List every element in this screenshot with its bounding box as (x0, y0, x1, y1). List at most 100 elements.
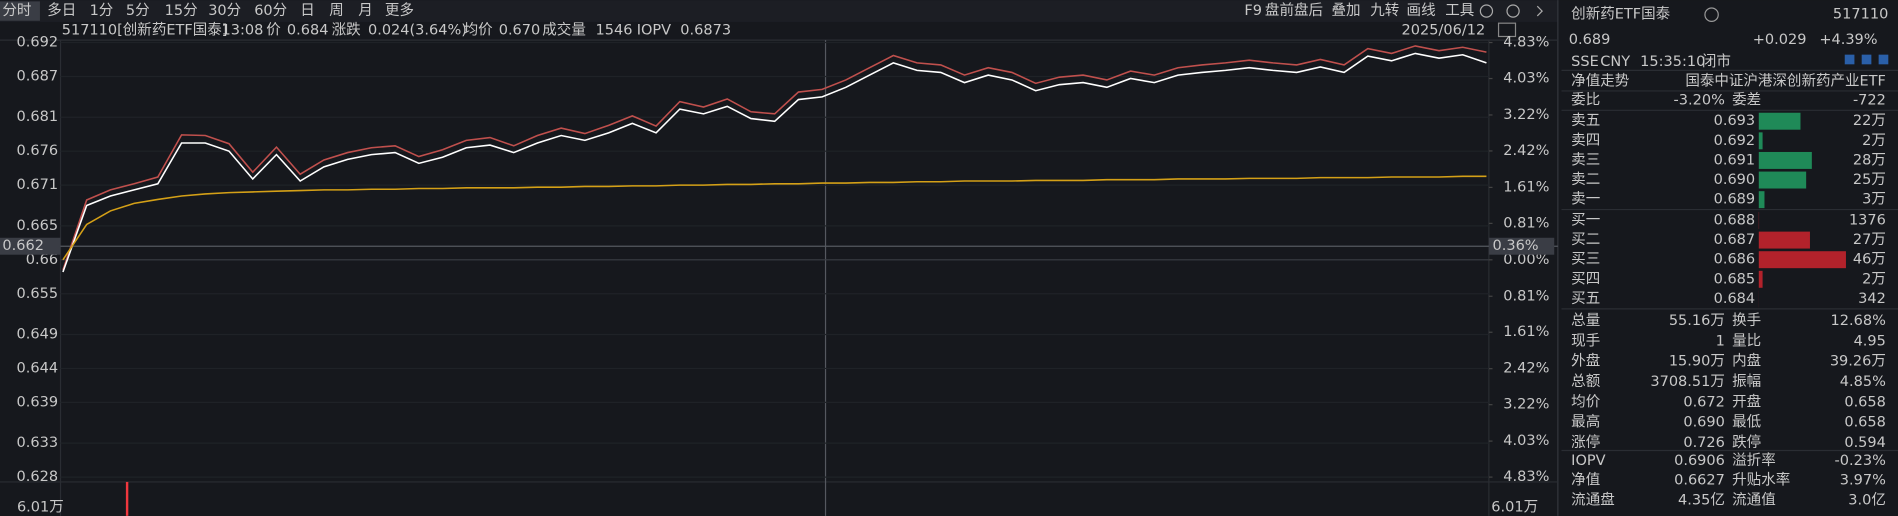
icon[interactable] (1844, 54, 1855, 65)
stat-label: 最高 (1571, 414, 1600, 431)
ratio-label: 委比 (1571, 92, 1600, 109)
info-iopv: 0.6873 (680, 22, 731, 38)
info-iopv-label: IOPV (637, 22, 671, 38)
y-tick-label: 0.655 (17, 286, 59, 302)
y-tick-label: 0.639 (17, 394, 59, 410)
y-tick-label: 0.644 (17, 360, 59, 376)
tab[interactable]: 月 (358, 3, 373, 19)
stat-value: 0.594 (1844, 435, 1886, 451)
tool[interactable]: F9 (1244, 3, 1262, 19)
stat-value: 1 (1716, 333, 1725, 349)
book-level: 卖五 (1571, 112, 1600, 129)
stat-value: 0.690 (1683, 415, 1725, 431)
ratio-value: -3.20% (1674, 93, 1725, 109)
stat-value: 4.35亿 (1678, 491, 1725, 508)
stat-label: 振幅 (1732, 373, 1761, 390)
book-bar (1758, 132, 1763, 150)
book-level: 买三 (1571, 251, 1600, 268)
book-level: 买五 (1571, 290, 1600, 307)
info-avg-label: 均价 (464, 21, 494, 38)
book-level: 买一 (1571, 211, 1600, 228)
book-volume: 2万 (1862, 271, 1886, 287)
volume-label: 6.01万 (17, 499, 64, 515)
icon[interactable] (1878, 54, 1889, 65)
y2-tick-label: 4.03% (1503, 433, 1549, 449)
y2-tick-label: 1.61% (1503, 324, 1549, 340)
stat-label: 现手 (1571, 332, 1600, 349)
y-tick-label: 0.676 (17, 143, 59, 159)
quote-fullname: 国泰中证沪港深创新药产业ETF (1685, 72, 1886, 89)
tab[interactable]: 更多 (385, 2, 414, 19)
y2-tick-label: 0.00% (1503, 252, 1549, 268)
crosshair-label: 0.662 (2, 238, 44, 254)
info-avg: 0.670 (499, 22, 541, 38)
quote-code: 517110 (1833, 7, 1888, 23)
tab[interactable]: 15分 (165, 2, 198, 19)
tool[interactable]: 叠加 (1332, 2, 1361, 19)
info-price-label: 价 (266, 22, 281, 38)
tab[interactable]: 60分 (254, 2, 287, 19)
stat-label: 总量 (1571, 312, 1600, 329)
book-price: 0.689 (1714, 192, 1756, 208)
book-bar (1758, 231, 1810, 249)
book-volume: 1376 (1849, 212, 1886, 228)
tab[interactable]: 多日 (47, 2, 76, 19)
tool[interactable]: 盘前盘后 (1265, 1, 1323, 19)
stat-value: 0.658 (1844, 394, 1886, 410)
y2-tick-label: 2.42% (1503, 361, 1549, 377)
stat-label: 量比 (1732, 332, 1761, 349)
book-volume: 2万 (1862, 133, 1886, 149)
info-change-label: 涨跌 (332, 21, 362, 38)
y2-tick-label: 3.22% (1503, 397, 1549, 413)
info-date: 2025/06/12 (1402, 22, 1486, 38)
arrow-icon[interactable] (1536, 5, 1543, 17)
tab[interactable]: 5分 (126, 2, 150, 19)
stat-value: 55.16万 (1669, 313, 1725, 329)
tab[interactable]: 分时 (2, 2, 31, 19)
price-line (62, 45, 1487, 271)
tab[interactable]: 1分 (90, 2, 114, 19)
info-change: 0.024(3.64%) (368, 22, 467, 38)
price-line (62, 175, 1487, 261)
crosshair-label-bg (0, 237, 61, 255)
info-icon[interactable] (1704, 7, 1719, 22)
diff-label: 委差 (1732, 92, 1761, 109)
y2-tick-label: 0.81% (1503, 215, 1549, 231)
y2-tick-label: 4.83% (1503, 35, 1549, 51)
book-bar (1758, 251, 1846, 269)
stat-label: 涨停 (1571, 434, 1600, 451)
tab[interactable]: 周 (329, 2, 344, 19)
stat-value: 0.6627 (1674, 473, 1725, 489)
stat-label: 总额 (1571, 373, 1601, 390)
y-tick-label: 0.66 (26, 252, 58, 268)
stat-value: 3708.51万 (1650, 374, 1725, 390)
wp-icon[interactable] (1497, 22, 1517, 38)
stat-value: 0.672 (1683, 394, 1725, 410)
icon[interactable] (1861, 54, 1872, 65)
stat-label: 跌停 (1732, 434, 1761, 451)
tab[interactable]: 30分 (208, 2, 241, 19)
book-volume: 25万 (1853, 172, 1886, 188)
stat-label: 均价 (1571, 393, 1601, 410)
book-volume: 46万 (1853, 252, 1886, 268)
stat-value: -0.23% (1835, 453, 1886, 469)
tool[interactable]: 工具 (1445, 3, 1474, 19)
tool[interactable]: 画线 (1407, 2, 1436, 19)
y2-tick-label: 4.03% (1503, 71, 1549, 87)
book-bar (1758, 151, 1812, 169)
y-tick-label: 0.692 (17, 35, 59, 51)
tab[interactable]: 日 (300, 3, 315, 19)
tool[interactable]: 九转 (1370, 2, 1399, 19)
price-line (62, 52, 1487, 273)
icon[interactable] (1479, 4, 1494, 18)
book-volume: 27万 (1853, 232, 1886, 248)
book-price: 0.690 (1714, 172, 1756, 188)
book-price: 0.691 (1714, 152, 1756, 168)
y-tick-label: 0.671 (17, 177, 59, 193)
y-tick-label: 0.649 (17, 327, 59, 343)
help-icon[interactable] (1506, 4, 1520, 18)
book-price: 0.688 (1714, 212, 1756, 228)
volume-bar (125, 481, 129, 516)
book-price: 0.692 (1714, 133, 1756, 149)
